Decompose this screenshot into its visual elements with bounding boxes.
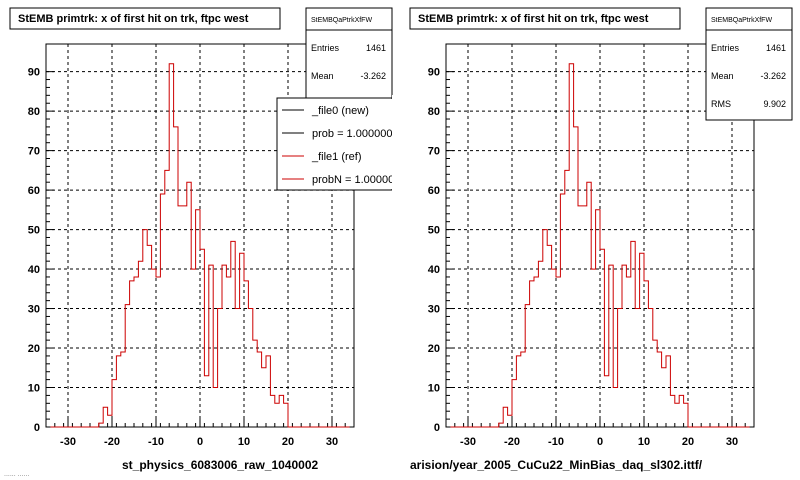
legend-label-3: probN = 1.000000 bbox=[312, 174, 400, 186]
corner-note: ...... ...... bbox=[4, 471, 29, 478]
right-stats-entries-value: 1461 bbox=[766, 43, 786, 53]
right-stats-mean-label: Mean bbox=[711, 71, 734, 81]
legend-entry-0: _file0 (new) bbox=[282, 105, 369, 117]
x-tick-label: 20 bbox=[682, 436, 694, 448]
x-tick-label: 0 bbox=[197, 436, 203, 448]
right-stats-box bbox=[705, 7, 793, 121]
left-stats-mean-value: -3.262 bbox=[360, 71, 386, 81]
y-tick-label: 10 bbox=[428, 383, 440, 395]
y-tick-label: 40 bbox=[28, 264, 40, 276]
x-tick-label: 30 bbox=[726, 436, 738, 448]
x-tick-label: -20 bbox=[104, 436, 120, 448]
x-tick-label: -30 bbox=[460, 436, 476, 448]
right-stats-entries-label: Entries bbox=[711, 43, 740, 53]
left-stats-box bbox=[305, 7, 393, 109]
legend-entry-1: prob = 1.000000 bbox=[282, 128, 392, 140]
right-chart-title: StEMB primtrk: x of first hit on trk, ft… bbox=[418, 13, 649, 25]
left-histogram-panel: StEMB primtrk: x of first hit on trk, ft… bbox=[9, 7, 400, 472]
legend-label-1: prob = 1.000000 bbox=[312, 128, 392, 140]
left-stats-entries-value: 1461 bbox=[366, 43, 386, 53]
y-tick-label: 0 bbox=[434, 422, 440, 434]
legend-label-2: _file1 (ref) bbox=[311, 151, 362, 163]
y-tick-label: 60 bbox=[28, 185, 40, 197]
y-tick-label: 90 bbox=[28, 67, 40, 79]
y-tick-label: 90 bbox=[428, 67, 440, 79]
y-tick-label: 50 bbox=[28, 225, 40, 237]
y-tick-label: 40 bbox=[428, 264, 440, 276]
x-tick-label: 20 bbox=[282, 436, 294, 448]
y-tick-label: 20 bbox=[28, 343, 40, 355]
left-grid bbox=[46, 44, 354, 427]
left-title-box bbox=[9, 7, 281, 30]
legend-entry-3: probN = 1.000000 bbox=[282, 174, 400, 186]
y-tick-label: 30 bbox=[428, 304, 440, 316]
left-chart-title: StEMB primtrk: x of first hit on trk, ft… bbox=[18, 13, 249, 25]
right-y-axis: 0 10 20 30 40 50 60 70 80 90 bbox=[428, 67, 454, 434]
y-tick-label: 0 bbox=[34, 422, 40, 434]
left-y-axis: 0 10 20 30 40 50 60 70 80 90 bbox=[28, 67, 54, 434]
right-stats-mean-value: -3.262 bbox=[760, 71, 786, 81]
right-title-box bbox=[409, 7, 681, 30]
y-tick-label: 50 bbox=[428, 225, 440, 237]
legend-label-0: _file0 (new) bbox=[311, 105, 369, 117]
legend-entry-2: _file1 (ref) bbox=[282, 151, 362, 163]
right-histogram-line bbox=[450, 63, 750, 428]
y-tick-label: 60 bbox=[428, 185, 440, 197]
x-tick-label: 0 bbox=[597, 436, 603, 448]
x-tick-label: -30 bbox=[60, 436, 76, 448]
left-stats-name: StEMBQaPtrkXfFW bbox=[311, 17, 372, 24]
right-stats-name: StEMBQaPtrkXfFW bbox=[711, 17, 772, 24]
right-x-axis: -30 -20 -10 0 10 20 30 bbox=[445, 418, 755, 448]
y-tick-label: 80 bbox=[28, 106, 40, 118]
x-tick-label: 30 bbox=[326, 436, 338, 448]
right-histogram-panel: StEMB primtrk: x of first hit on trk, ft… bbox=[409, 7, 793, 472]
x-tick-label: 10 bbox=[638, 436, 650, 448]
left-stats-entries-label: Entries bbox=[311, 43, 340, 53]
right-stats-rms-value: 9.902 bbox=[763, 99, 786, 109]
x-tick-label: -10 bbox=[148, 436, 164, 448]
y-tick-label: 70 bbox=[428, 146, 440, 158]
right-grid bbox=[446, 44, 754, 427]
left-footer-caption: st_physics_6083006_raw_1040002 bbox=[122, 458, 318, 472]
x-tick-label: -10 bbox=[548, 436, 564, 448]
x-tick-label: -20 bbox=[504, 436, 520, 448]
right-footer-caption: arision/year_2005_CuCu22_MinBias_daq_sl3… bbox=[410, 458, 703, 472]
y-tick-label: 30 bbox=[28, 304, 40, 316]
y-tick-label: 80 bbox=[428, 106, 440, 118]
right-stats-rms-label: RMS bbox=[711, 99, 731, 109]
left-stats-mean-label: Mean bbox=[311, 71, 334, 81]
y-tick-label: 20 bbox=[428, 343, 440, 355]
x-tick-label: 10 bbox=[238, 436, 250, 448]
y-tick-label: 70 bbox=[28, 146, 40, 158]
y-tick-label: 10 bbox=[28, 383, 40, 395]
left-histogram-line bbox=[50, 63, 350, 428]
